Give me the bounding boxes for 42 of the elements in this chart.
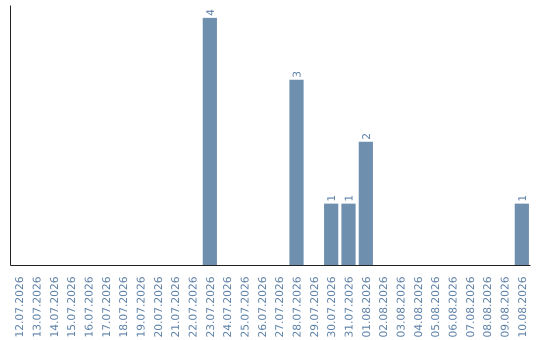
bar xyxy=(341,204,356,266)
x-tick-label: 10.08.2026 xyxy=(516,276,529,338)
x-tick-label: 08.08.2026 xyxy=(481,276,494,338)
x-tick-label: 30.07.2026 xyxy=(325,276,338,338)
bar xyxy=(514,204,529,266)
x-tick-label: 03.08.2026 xyxy=(394,276,408,338)
bar xyxy=(324,204,338,266)
bar xyxy=(202,18,217,266)
x-tick-label: 26.07.2026 xyxy=(256,276,269,338)
x-tick-label: 04.08.2026 xyxy=(412,276,425,338)
x-tick-label: 21.07.2026 xyxy=(169,276,182,338)
data-label: 1 xyxy=(325,194,338,202)
x-tick-label: 28.07.2026 xyxy=(290,276,304,338)
x-tick-label: 16.07.2026 xyxy=(82,276,96,338)
x-tick-label: 29.07.2026 xyxy=(308,276,321,338)
data-label: 1 xyxy=(516,194,529,202)
x-tick-label: 02.08.2026 xyxy=(377,276,390,338)
x-tick-label: 18.07.2026 xyxy=(117,276,130,338)
data-label: 2 xyxy=(360,132,373,140)
x-tick-label: 01.08.2026 xyxy=(360,276,373,338)
x-tick-label: 07.08.2026 xyxy=(464,276,477,338)
x-tick-label: 13.07.2026 xyxy=(30,276,44,338)
x-tick-label: 20.07.2026 xyxy=(152,276,165,338)
x-tick-label: 27.07.2026 xyxy=(273,276,286,338)
x-tick-label: 05.08.2026 xyxy=(429,276,442,338)
x-tick-label: 14.07.2026 xyxy=(48,276,61,338)
x-tick-label: 19.07.2026 xyxy=(134,276,148,338)
x-tick-label: 06.08.2026 xyxy=(446,276,460,338)
x-tick-label: 23.07.2026 xyxy=(204,276,217,338)
x-tick-label: 17.07.2026 xyxy=(100,276,113,338)
x-tick-label: 22.07.2026 xyxy=(186,276,200,338)
x-tick-label: 15.07.2026 xyxy=(65,276,78,338)
data-label: 3 xyxy=(290,71,304,78)
bar xyxy=(289,80,304,266)
x-tick-label: 09.08.2026 xyxy=(498,276,512,338)
x-tick-label: 24.07.2026 xyxy=(221,276,234,338)
x-tick-label: 12.07.2026 xyxy=(13,276,26,338)
bar xyxy=(358,142,373,266)
x-tick-label: 31.07.2026 xyxy=(342,276,356,338)
data-label: 1 xyxy=(342,194,356,202)
data-label: 4 xyxy=(204,8,217,16)
x-tick-label: 25.07.2026 xyxy=(238,276,252,338)
